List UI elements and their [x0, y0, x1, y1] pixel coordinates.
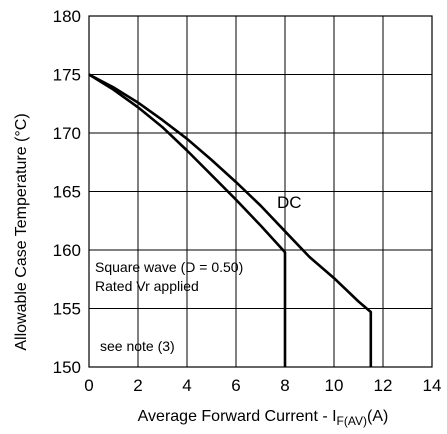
- x-axis-label: Average Forward Current - IF(AV)(A): [138, 408, 389, 428]
- y-tick-label: 165: [53, 183, 81, 202]
- x-tick-label: 0: [84, 376, 93, 395]
- x-tick-label: 8: [280, 376, 289, 395]
- x-tick-label: 6: [231, 376, 240, 395]
- series-line-square-wave: [88, 73, 287, 367]
- y-tick-label: 150: [53, 358, 81, 377]
- curves: [88, 73, 373, 367]
- x-axis-label-unit: (A): [367, 408, 388, 425]
- series-label-dc: DC: [277, 193, 302, 212]
- x-tick-label: 2: [133, 376, 142, 395]
- x-axis-label-subscript: F(AV): [337, 414, 367, 428]
- plot-frame: [88, 15, 433, 368]
- y-tick-label: 180: [53, 7, 81, 26]
- x-tick-label: 14: [423, 376, 442, 395]
- series-line-dc: [88, 73, 373, 367]
- y-tick-label: 170: [53, 124, 81, 143]
- annotation-square-wave: Square wave (D = 0.50): [95, 259, 243, 275]
- y-tick-label: 160: [53, 241, 81, 260]
- x-tick-label: 12: [374, 376, 393, 395]
- y-tick-labels: 150 155 160 165 170 175 180: [53, 7, 81, 377]
- x-tick-labels: 0 2 4 6 8 10 12 14: [84, 376, 441, 395]
- y-tick-label: 155: [53, 300, 81, 319]
- annotation-see-note: see note (3): [100, 338, 175, 354]
- grid: [89, 16, 432, 367]
- y-tick-label: 175: [53, 66, 81, 85]
- x-tick-label: 4: [182, 376, 191, 395]
- y-axis-label: Allowable Case Temperature (°C): [13, 113, 30, 350]
- x-axis-label-main: Average Forward Current - I: [138, 408, 337, 425]
- annotation-rated-vr: Rated Vr applied: [95, 278, 199, 294]
- x-tick-label: 10: [325, 376, 344, 395]
